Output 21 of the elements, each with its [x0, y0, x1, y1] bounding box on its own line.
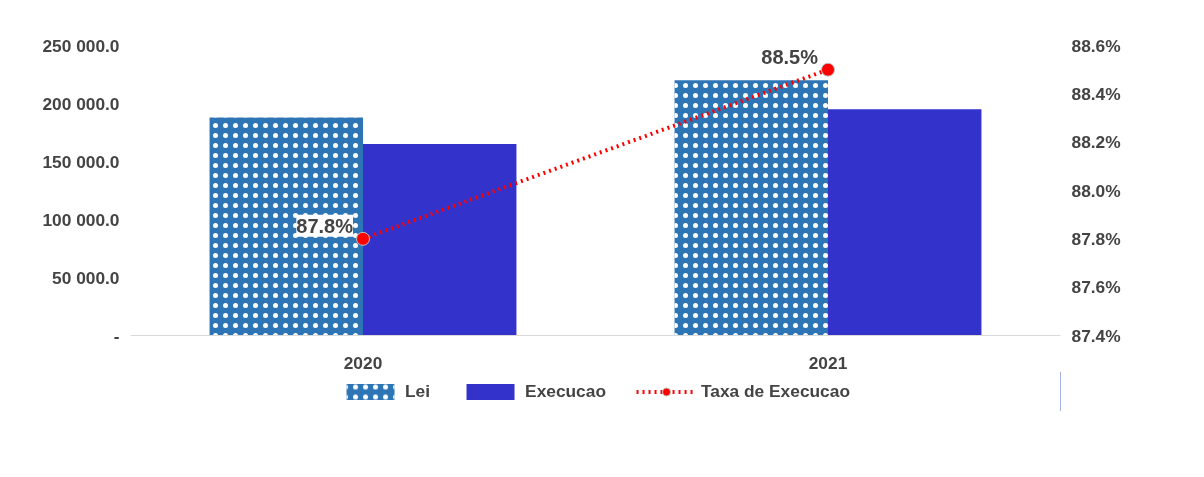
legend-label: Execucao: [525, 380, 606, 402]
y2-tick-label: 88.6%: [1071, 35, 1121, 56]
y-tick-label: -: [113, 325, 120, 346]
y-tick-label: 150 000.0: [42, 151, 120, 172]
legend-label: Lei: [405, 380, 431, 402]
data-label: 87.8%: [296, 214, 354, 237]
y2-tick-label: 87.4%: [1071, 325, 1121, 346]
y2-tick-label: 88.0%: [1071, 180, 1121, 201]
x-tick-label: 2021: [808, 352, 848, 373]
y2-tick-label: 87.6%: [1071, 277, 1121, 298]
y2-tick-label: 88.4%: [1071, 83, 1121, 104]
y-tick-label: 50 000.0: [52, 267, 120, 288]
data-label: 88.5%: [761, 45, 819, 68]
legend-label: Taxa de Execucao: [700, 380, 850, 402]
y2-tick-label: 88.2%: [1071, 132, 1121, 153]
y-tick-label: 100 000.0: [42, 209, 120, 230]
y-tick-label: 250 000.0: [42, 35, 120, 56]
y-tick-label: 200 000.0: [42, 93, 120, 114]
y2-tick-label: 87.8%: [1071, 228, 1121, 249]
bar: [828, 109, 982, 336]
x-tick-label: 2020: [343, 352, 383, 373]
